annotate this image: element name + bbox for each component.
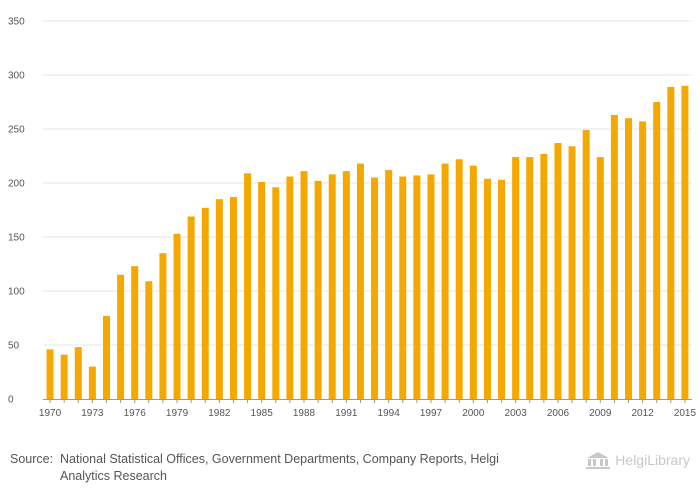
x-tick-label: 2003 (505, 408, 528, 419)
x-tick-label: 2012 (631, 408, 654, 419)
bar-1970[interactable] (46, 349, 54, 399)
x-tick-label: 1988 (293, 408, 316, 419)
x-tick-label: 1991 (335, 408, 358, 419)
y-tick-label: 50 (8, 341, 20, 352)
bar-2012[interactable] (639, 121, 647, 399)
bar-1997[interactable] (427, 174, 435, 399)
gridlines (43, 20, 692, 346)
x-tick-label: 1994 (378, 408, 401, 419)
bar-2003[interactable] (512, 157, 520, 399)
bar-1995[interactable] (399, 176, 407, 399)
x-tick-label: 2009 (589, 408, 612, 419)
bar-2000[interactable] (469, 165, 477, 399)
bar-2015[interactable] (681, 85, 689, 400)
bar-1980[interactable] (187, 216, 195, 399)
bar-2005[interactable] (540, 153, 548, 399)
y-tick-label: 150 (8, 233, 25, 244)
library-building-icon (586, 452, 611, 469)
bar-1979[interactable] (173, 233, 181, 399)
x-tick-label: 2000 (462, 408, 485, 419)
source-label: Source: (10, 452, 54, 466)
x-tick-label: 1970 (39, 408, 62, 419)
bar-1983[interactable] (229, 197, 237, 399)
source-text: National Statistical Offices, Government… (60, 452, 499, 483)
helgi-library-logo[interactable]: HelgiLibrary (585, 451, 690, 469)
bar-1994[interactable] (385, 170, 393, 399)
bars (46, 85, 689, 400)
y-tick-label: 200 (8, 179, 25, 190)
bar-2013[interactable] (653, 102, 661, 399)
bar-2002[interactable] (498, 179, 506, 399)
logo-text: HelgiLibrary (615, 452, 690, 468)
bar-1982[interactable] (215, 199, 223, 399)
bar-1985[interactable] (258, 181, 266, 399)
bar-1981[interactable] (201, 207, 209, 399)
bar-2011[interactable] (625, 118, 633, 399)
bar-2006[interactable] (554, 143, 562, 399)
bar-1998[interactable] (441, 163, 449, 399)
bar-1989[interactable] (314, 180, 322, 399)
y-tick-label: 350 (8, 17, 25, 28)
x-tick-label: 1973 (81, 408, 104, 419)
bar-1996[interactable] (413, 175, 421, 399)
bar-1976[interactable] (131, 266, 139, 399)
x-tick-label: 1997 (420, 408, 443, 419)
bar-1978[interactable] (159, 253, 167, 399)
x-tick-label: 2015 (674, 408, 697, 419)
bar-1977[interactable] (145, 281, 153, 399)
bar-2010[interactable] (610, 114, 618, 400)
y-tick-label: 300 (8, 71, 25, 82)
x-tick-label: 1979 (166, 408, 189, 419)
x-tick-label: 1976 (124, 408, 147, 419)
x-tick-label: 2006 (547, 408, 570, 419)
bar-1971[interactable] (60, 354, 68, 399)
x-tick-label: 1985 (251, 408, 274, 419)
bar-1984[interactable] (244, 173, 252, 399)
bar-1975[interactable] (117, 274, 125, 399)
bar-2007[interactable] (568, 146, 576, 399)
bar-1973[interactable] (88, 366, 96, 399)
bar-2009[interactable] (596, 157, 604, 399)
bar-1999[interactable] (455, 159, 463, 399)
bar-1972[interactable] (74, 347, 82, 399)
bar-2014[interactable] (667, 86, 675, 399)
bar-2008[interactable] (582, 130, 590, 399)
bar-2001[interactable] (483, 178, 491, 399)
bar-1974[interactable] (102, 315, 110, 399)
y-tick-label: 100 (8, 287, 25, 298)
bar-1990[interactable] (328, 174, 336, 399)
bar-1991[interactable] (342, 171, 350, 399)
y-tick-label: 250 (8, 125, 25, 136)
bar-1986[interactable] (272, 187, 280, 399)
bar-1993[interactable] (371, 177, 379, 399)
y-axis-tick-labels: 0 50 100 150 200 250 300 350 (8, 17, 25, 406)
x-axis: 1970 1973 1976 1979 1982 1985 1988 1991 1994 1997… (39, 399, 697, 419)
source-note: Source: National Statistical Offices, Gov… (10, 451, 540, 485)
x-tick-label: 1982 (208, 408, 231, 419)
bar-1987[interactable] (286, 176, 294, 399)
bar-1992[interactable] (356, 163, 364, 399)
bar-1988[interactable] (300, 171, 308, 399)
y-tick-label: 0 (8, 395, 14, 406)
bar-2004[interactable] (526, 157, 534, 399)
